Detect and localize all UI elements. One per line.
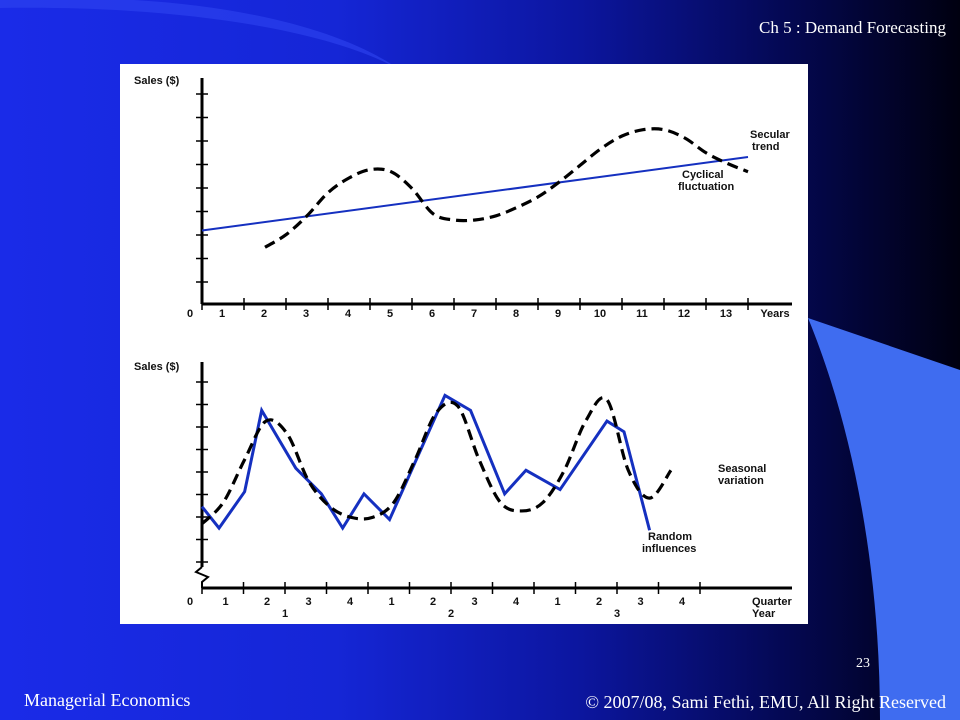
top-x-tick-label: 6 [429, 308, 435, 320]
bottom-x-tick-label: 2 [264, 596, 270, 608]
footer-copyright: © 2007/08, Sami Fethi, EMU, All Right Re… [585, 692, 946, 712]
top-series-label-1-line1: Cyclical [682, 169, 724, 181]
bottom-series-label-0-line1: Random [648, 531, 692, 543]
bottom-x-tick-label: 4 [513, 596, 520, 608]
chart-canvas: Sales ($)0 1 2 3 4 5 6 7 8 9 10 11 12 13 YearsSeculart… [134, 75, 792, 620]
bottom-x-tick-label: 2 [596, 596, 602, 608]
top-x-tick-label: 9 [555, 308, 561, 320]
top-x-tick-label: 13 [720, 308, 732, 320]
top-x-tick-label: 11 [636, 308, 648, 320]
random-influences-line [200, 393, 652, 531]
page-number: 23 [856, 656, 870, 671]
bottom-series-label-1-line1: Seasonal [718, 463, 766, 475]
bottom-x-tick-label: 0 [187, 596, 193, 608]
bottom-year-label: 3 [614, 608, 620, 620]
accent-wedge [808, 318, 960, 720]
bottom-x-tick-label: 3 [471, 596, 477, 608]
slide-header: Ch 5 : Demand Forecasting [759, 18, 946, 37]
bottom-y-axis-label: Sales ($) [134, 361, 180, 373]
top-series-label-0-line1: Secular [750, 129, 790, 141]
bottom-series-label-0-line2: influences [642, 543, 696, 555]
top-x-tick-label: 2 [261, 308, 267, 320]
top-x-axis-label: Years [760, 308, 789, 320]
top-x-tick-label: 1 [219, 308, 225, 320]
top-x-tick-label: 5 [387, 308, 393, 320]
bottom-year-axis-label: Year [752, 608, 776, 620]
bottom-x-tick-label: 4 [347, 596, 354, 608]
seasonal-variation-line [200, 396, 673, 525]
background-arc [0, 0, 400, 70]
bottom-x-tick-label: 1 [388, 596, 394, 608]
bottom-x-tick-label: 3 [305, 596, 311, 608]
bottom-year-label: 2 [448, 608, 454, 620]
top-x-tick-label: 12 [678, 308, 690, 320]
bottom-series-label-1-line2: variation [718, 475, 764, 487]
bottom-year-label: 1 [282, 608, 288, 620]
bottom-x-tick-label: 3 [637, 596, 643, 608]
bottom-x-axis-label: Quarter [752, 596, 792, 608]
top-x-tick-label: 0 [187, 308, 193, 320]
top-series-label-0-line2: trend [752, 141, 780, 153]
top-series-label-1-line2: fluctuation [678, 181, 734, 193]
top-x-tick-label: 10 [594, 308, 606, 320]
secular-trend-line [201, 156, 749, 232]
top-x-tick-label: 3 [303, 308, 309, 320]
cyclical-fluctuation-line [264, 127, 749, 249]
bottom-x-tick-label: 4 [679, 596, 686, 608]
bottom-x-tick-label: 1 [222, 596, 228, 608]
top-y-axis-label: Sales ($) [134, 75, 180, 87]
top-x-tick-label: 7 [471, 308, 477, 320]
bottom-x-tick-label: 1 [554, 596, 560, 608]
chart-figure: Sales ($) 0 1 2 3 4 5 6 7 8 9 10 11 12 13 Years Secular t… [120, 64, 808, 624]
footer-course-title: Managerial Economics [24, 690, 191, 710]
top-x-tick-label: 4 [345, 308, 352, 320]
top-x-tick-label: 8 [513, 308, 519, 320]
bottom-x-tick-label: 2 [430, 596, 436, 608]
